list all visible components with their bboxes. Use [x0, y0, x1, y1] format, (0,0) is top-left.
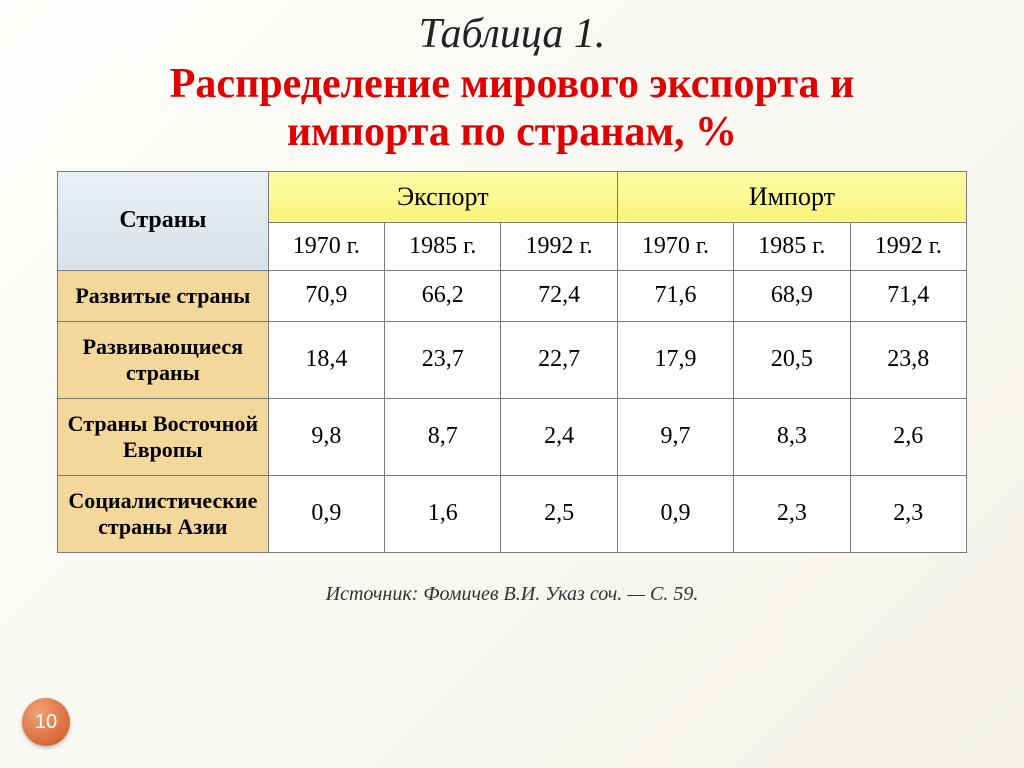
- cell: 23,8: [850, 321, 966, 398]
- row-label: Развитые страны: [58, 270, 269, 321]
- cell: 1,6: [385, 475, 501, 552]
- col-year: 1970 г.: [268, 222, 384, 270]
- col-year: 1992 г.: [501, 222, 617, 270]
- row-label: Развивающиеся страны: [58, 321, 269, 398]
- cell: 71,6: [617, 270, 733, 321]
- page-number-badge: 10: [22, 698, 70, 746]
- cell: 17,9: [617, 321, 733, 398]
- cell: 71,4: [850, 270, 966, 321]
- table-row: Страны Восточной Европы 9,8 8,7 2,4 9,7 …: [58, 398, 967, 475]
- table-header-row-1: Страны Экспорт Импорт: [58, 171, 967, 222]
- cell: 9,8: [268, 398, 384, 475]
- row-label: Социалистические страны Азии: [58, 475, 269, 552]
- cell: 72,4: [501, 270, 617, 321]
- title-line-1: Распределение мирового экспорта и: [170, 61, 854, 107]
- cell: 68,9: [734, 270, 850, 321]
- col-year: 1985 г.: [385, 222, 501, 270]
- cell: 2,6: [850, 398, 966, 475]
- col-countries: Страны: [58, 171, 269, 270]
- cell: 8,3: [734, 398, 850, 475]
- cell: 0,9: [268, 475, 384, 552]
- cell: 20,5: [734, 321, 850, 398]
- cell: 8,7: [385, 398, 501, 475]
- data-table: Страны Экспорт Импорт 1970 г. 1985 г. 19…: [57, 171, 967, 553]
- cell: 2,4: [501, 398, 617, 475]
- cell: 22,7: [501, 321, 617, 398]
- col-year: 1992 г.: [850, 222, 966, 270]
- cell: 66,2: [385, 270, 501, 321]
- cell: 2,5: [501, 475, 617, 552]
- col-import: Импорт: [617, 171, 966, 222]
- col-export: Экспорт: [268, 171, 617, 222]
- table-body: Развитые страны 70,9 66,2 72,4 71,6 68,9…: [58, 270, 967, 552]
- cell: 2,3: [850, 475, 966, 552]
- cell: 23,7: [385, 321, 501, 398]
- cell: 2,3: [734, 475, 850, 552]
- col-year: 1985 г.: [734, 222, 850, 270]
- table-row: Развитые страны 70,9 66,2 72,4 71,6 68,9…: [58, 270, 967, 321]
- cell: 9,7: [617, 398, 733, 475]
- table-number: Таблица 1.: [0, 10, 1024, 58]
- slide-title: Распределение мирового экспорта и импорт…: [0, 60, 1024, 157]
- cell: 70,9: [268, 270, 384, 321]
- cell: 18,4: [268, 321, 384, 398]
- col-year: 1970 г.: [617, 222, 733, 270]
- row-label: Страны Восточной Европы: [58, 398, 269, 475]
- table-row: Развивающиеся страны 18,4 23,7 22,7 17,9…: [58, 321, 967, 398]
- slide-title-block: Таблица 1. Распределение мирового экспор…: [0, 0, 1024, 157]
- title-line-2: импорта по странам, %: [287, 109, 737, 155]
- table-row: Социалистические страны Азии 0,9 1,6 2,5…: [58, 475, 967, 552]
- source-citation: Источник: Фомичев В.И. Указ соч. — С. 59…: [0, 583, 1024, 606]
- cell: 0,9: [617, 475, 733, 552]
